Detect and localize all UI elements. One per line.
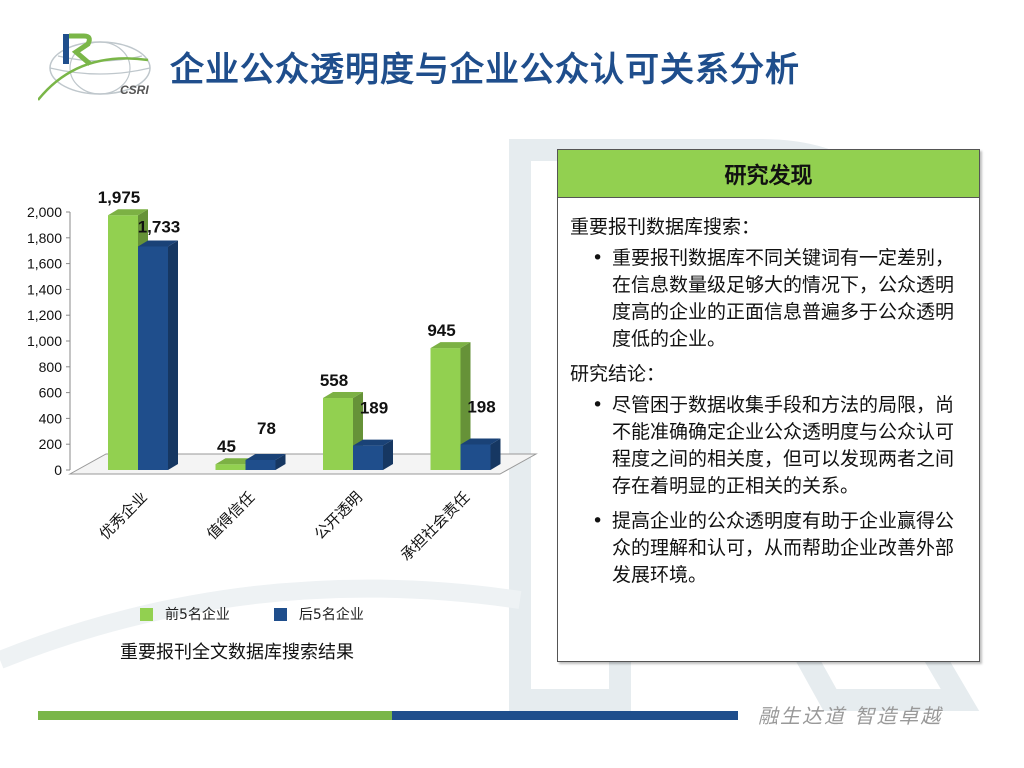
findings-header: 研究发现 [558,150,979,198]
legend-label-series-2: 后5名企业 [298,607,364,623]
footer-motto: 融生达道 智造卓越 [758,704,943,728]
bar-top [460,438,501,445]
data-label: 198 [467,397,495,416]
chart-caption: 重要报刊全文数据库搜索结果 [120,642,354,663]
page-title: 企业公众透明度与企业公众认可关系分析 [170,50,800,90]
bar-top [108,209,148,216]
bullet-dot-icon: • [592,394,604,416]
footer-bar-green [38,711,392,720]
chart-floor [68,453,538,475]
bar-top [430,342,471,349]
category-label: 值得信任 [203,488,258,543]
bullet-item: • 提高企业的公众透明度有助于企业赢得公众的理解和认可，从而帮助企业改善外部发展环… [570,508,965,589]
legend-label-series-1: 前5名企业 [165,607,230,623]
y-tick-label: 1,000 [27,333,62,349]
bar-side [168,240,178,470]
category-label: 承担社会责任 [397,488,473,564]
csri-logo: CSRI [38,33,151,101]
y-tick-label: 400 [39,410,63,426]
bar-side [275,453,286,470]
legend-item-series-1: 前5名企业 [140,604,230,624]
y-tick-label: 2,000 [27,204,62,220]
section-title-conclusion: 研究结论： [570,363,666,385]
bar [108,215,138,470]
category-label: 公开透明 [311,488,366,543]
bar-top [323,392,363,399]
logo-text: CSRI [120,83,149,97]
section-title-search: 重要报刊数据库搜索： [570,216,761,238]
bullet-item: • 尽管困于数据收集手段和方法的局限，尚不能准确确定企业公众透明度与公众认可程度之… [570,392,965,500]
bullet-text: 提高企业的公众透明度有助于企业赢得公众的理解和认可，从而帮助企业改善外部发展环境… [612,510,955,586]
y-tick-label: 1,200 [27,307,62,323]
data-label: 78 [257,419,276,438]
bar-chart: 0 200 400 600 800 1,000 1,200 1,400 1,600 1,800 2,… [27,188,538,564]
findings-panel: 研究发现 重要报刊数据库搜索： • 重要报刊数据库不同关键词有一定差别，在信息数量… [557,149,980,662]
y-tick-label: 200 [39,436,63,452]
bar [430,348,461,470]
y-tick-label: 1,600 [27,256,62,272]
bar [215,464,246,470]
bar-top [353,439,393,446]
bullet-text: 尽管困于数据收集手段和方法的局限，尚不能准确确定企业公众透明度与公众认可程度之间… [612,394,955,497]
bar [323,398,353,470]
findings-body: 重要报刊数据库搜索： • 重要报刊数据库不同关键词有一定差别，在信息数量级足够大的… [558,198,979,589]
y-tick-label: 800 [39,359,63,375]
bullet-dot-icon: • [592,510,604,532]
y-tick-label: 600 [39,385,63,401]
data-label: 1,733 [138,217,181,236]
bar-top [245,453,286,460]
bar [460,444,491,470]
data-label: 945 [427,321,455,340]
data-label: 1,975 [98,188,141,207]
bar [353,445,383,470]
y-tick-label: 1,800 [27,230,62,246]
footer-bar-blue [392,711,738,720]
bullet-item: • 重要报刊数据库不同关键词有一定差别，在信息数量级足够大的情况下，公众透明度高的… [570,245,965,353]
data-label: 558 [320,371,348,390]
bar-top [138,240,178,247]
legend-item-series-2: 后5名企业 [273,604,364,624]
bar-side [490,438,501,470]
bar [245,459,276,470]
bullet-text: 重要报刊数据库不同关键词有一定差别，在信息数量级足够大的情况下，公众透明度高的企… [612,247,955,350]
chart-legend: 前5名企业 后5名企业 [140,604,364,624]
bar [138,246,168,470]
y-tick-label: 0 [54,462,62,478]
category-label: 优秀企业 [96,488,151,543]
bar-side [460,342,471,470]
legend-swatch-series-2 [273,607,287,621]
data-label: 45 [217,437,236,456]
bullet-dot-icon: • [592,247,604,269]
data-label: 189 [360,399,388,418]
bullet-list-search: • 重要报刊数据库不同关键词有一定差别，在信息数量级足够大的情况下，公众透明度高的… [570,245,965,353]
bar-side [383,439,393,470]
legend-swatch-series-1 [140,607,153,621]
bullet-list-conclusion: • 尽管困于数据收集手段和方法的局限，尚不能准确确定企业公众透明度与公众认可程度之… [570,392,965,589]
y-tick-label: 1,400 [27,281,62,297]
